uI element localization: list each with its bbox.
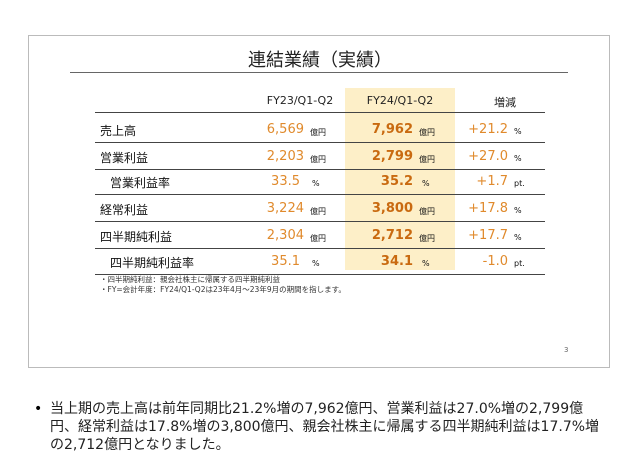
prev-unit: %: [312, 259, 320, 268]
curr-unit: 億円: [419, 128, 435, 137]
change-unit: %: [514, 206, 522, 215]
change-value: +17.7: [468, 228, 508, 243]
curr-unit: 億円: [419, 155, 435, 164]
curr-value: 35.2: [380, 174, 413, 189]
slide-title: 連結業績（実績）: [248, 50, 392, 71]
row-label: 営業利益: [100, 151, 149, 165]
column-header: 増減: [494, 96, 516, 109]
prev-value: 2,304: [266, 228, 304, 243]
change-value: +1.7: [476, 174, 508, 189]
page-number: 3: [564, 346, 569, 354]
prev-value: 2,203: [266, 149, 304, 164]
note: ・四半期純利益：親会社株主に帰属する四半期純利益: [100, 275, 280, 284]
curr-unit: 億円: [419, 234, 435, 243]
change-value: -1.0: [482, 254, 508, 269]
row-label: 売上高: [100, 124, 137, 138]
slide: [28, 35, 610, 368]
row-rule: [95, 169, 545, 170]
curr-value: 7,962: [371, 122, 413, 137]
prev-unit: %: [312, 179, 320, 188]
curr-value: 3,800: [371, 201, 413, 216]
change-value: +27.0: [468, 149, 508, 164]
change-unit: %: [514, 127, 522, 136]
summary: 当上期の売上高は前年同期比21.2%増の7,962億円、営業利益は27.0%増の…: [50, 401, 600, 453]
prev-unit: 億円: [310, 155, 326, 164]
row-label: 四半期純利益率: [110, 256, 195, 270]
row-rule: [95, 274, 545, 275]
bullet: •: [34, 401, 43, 417]
curr-value: 2,799: [371, 149, 413, 164]
header-rule: [95, 112, 545, 113]
title-rule: [70, 72, 568, 73]
change-unit: %: [514, 233, 522, 242]
row-rule: [95, 142, 545, 143]
change-unit: pt.: [514, 179, 525, 188]
change-unit: %: [514, 154, 522, 163]
note: ・FY=会計年度：FY24/Q1-Q2は23年4月～23年9月の期間を指します。: [100, 285, 346, 294]
prev-value: 35.1: [271, 254, 300, 269]
row-rule: [95, 221, 545, 222]
prev-unit: 億円: [310, 207, 326, 216]
row-rule: [95, 194, 545, 195]
curr-unit: 億円: [419, 207, 435, 216]
prev-unit: 億円: [310, 128, 326, 137]
prev-value: 6,569: [266, 122, 304, 137]
row-label: 四半期純利益: [100, 230, 173, 244]
change-unit: pt.: [514, 259, 525, 268]
curr-value: 34.1: [380, 254, 413, 269]
row-label: 経常利益: [100, 203, 149, 217]
change-value: +21.2: [468, 122, 508, 137]
curr-value: 2,712: [371, 228, 413, 243]
prev-value: 3,224: [266, 201, 304, 216]
highlight-column: [345, 88, 455, 270]
change-value: +17.8: [468, 201, 508, 216]
column-header: FY23/Q1-Q2: [266, 94, 334, 107]
row-label: 営業利益率: [110, 176, 171, 190]
prev-value: 33.5: [271, 174, 300, 189]
prev-unit: 億円: [310, 234, 326, 243]
column-header: FY24/Q1-Q2: [366, 94, 434, 107]
curr-unit: %: [422, 179, 430, 188]
row-rule: [95, 248, 545, 249]
curr-unit: %: [422, 259, 430, 268]
